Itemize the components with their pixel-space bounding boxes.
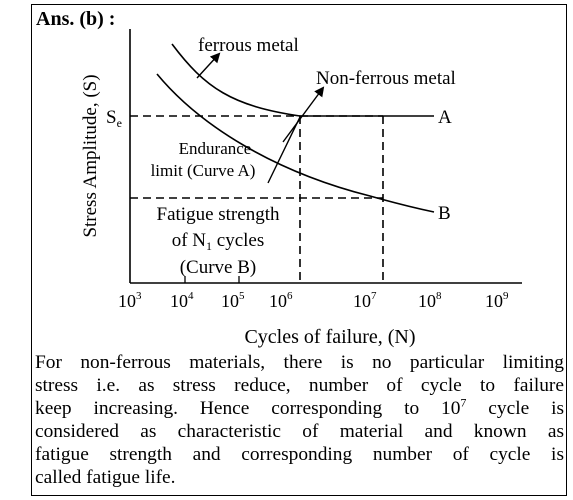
fatigue-label-line3: (Curve B) (180, 257, 257, 278)
answer-label: Ans. (b) : (36, 8, 116, 30)
x-tick-label-1e9: 109 (485, 290, 509, 311)
y-axis-label: Stress Amplitude, (S) (80, 74, 101, 237)
sn-diagram: Stress Amplitude, (S) A B ferrous metal … (80, 29, 522, 348)
paragraph-line-1: For non-ferrous materials, there is no p… (35, 352, 564, 373)
endurance-label-line1: Endurance (179, 139, 252, 158)
x-tick-label-1e3: 103 (118, 290, 142, 311)
paragraph-line-6: called fatigue life. (35, 467, 176, 488)
x-tick-label-1e6: 106 (269, 290, 293, 311)
fatigue-label-line1: Fatigue strength (157, 204, 280, 225)
ferrous-label: ferrous metal (198, 35, 299, 56)
x-tick-label-1e5: 105 (221, 290, 245, 311)
ferrous-arrow (196, 52, 221, 79)
paragraph-line-4: considered as characteristic of material… (35, 421, 564, 442)
nonferrous-label: Non-ferrous metal (316, 68, 456, 89)
curve-b (156, 73, 435, 213)
paragraph-line-3: keep increasing. Hence corresponding to … (35, 395, 565, 419)
x-tick-label-1e4: 104 (170, 290, 194, 311)
nonferrous-arrow (282, 86, 325, 143)
answer-frame (31, 4, 567, 496)
x-axis-label: Cycles of failure, (N) (244, 326, 415, 348)
x-tick-label-1e7: 107 (353, 290, 377, 311)
fatigue-label-line2: of N1 cycles (172, 230, 265, 253)
paragraph-line-2: stress i.e. as stress reduce, number of … (35, 375, 564, 396)
se-label: Se (106, 107, 122, 130)
x-tick-labels: 103 104 105 106 107 108 109 (118, 290, 509, 311)
endurance-label-line2: limit (Curve A) (151, 161, 256, 180)
curve-a (171, 43, 434, 117)
x-tick-label-1e8: 108 (418, 290, 442, 311)
endurance-pointer (267, 116, 301, 184)
curve-a-label: A (438, 107, 452, 128)
explanation-paragraph: For non-ferrous materials, there is no p… (35, 351, 564, 489)
paragraph-line-5: fatigue strength and corresponding numbe… (35, 444, 564, 465)
curve-b-label: B (438, 203, 451, 224)
